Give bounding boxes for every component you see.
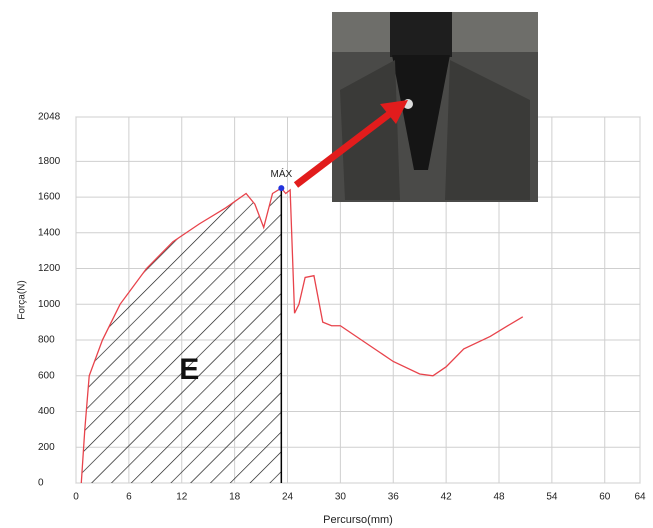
line xyxy=(80,187,524,484)
hatched-area xyxy=(81,188,282,483)
y-tick-label: 0 xyxy=(38,478,44,489)
photo-inset xyxy=(332,12,538,202)
x-tick-label: 42 xyxy=(441,492,453,503)
y-tick-label: 400 xyxy=(38,406,55,417)
y-tick-label: 800 xyxy=(38,335,55,346)
x-tick-label: 64 xyxy=(634,492,646,503)
x-tick-label: 54 xyxy=(546,492,558,503)
x-tick-label: 0 xyxy=(73,492,79,503)
arrow xyxy=(293,109,395,188)
y-tick-label: 2048 xyxy=(38,112,61,123)
x-tick-label: 24 xyxy=(282,492,294,503)
x-tick-label: 18 xyxy=(229,492,241,503)
y-tick-label: 600 xyxy=(38,370,55,381)
y-tick-label: 200 xyxy=(38,442,55,453)
max-point xyxy=(278,185,285,192)
max-label: MÁX xyxy=(270,167,292,180)
arrow-head xyxy=(380,100,408,124)
y-tick-label: 1800 xyxy=(38,156,61,167)
y-tick-label: 1600 xyxy=(38,192,61,203)
photo-specimen xyxy=(392,55,450,170)
photo-clamp xyxy=(390,12,452,57)
x-tick-label: 36 xyxy=(388,492,400,503)
y-tick-label: 1400 xyxy=(38,227,61,238)
x-axis-title: Percurso(mm) xyxy=(323,514,393,526)
x-tick-label: 48 xyxy=(493,492,505,503)
photo-support xyxy=(445,60,530,200)
y-tick-label: 1200 xyxy=(38,263,61,274)
x-tick-label: 12 xyxy=(176,492,188,503)
x-tick-label: 30 xyxy=(335,492,347,503)
area-label: E xyxy=(179,353,199,386)
y-tick-label: 1000 xyxy=(38,299,61,310)
x-tick-label: 60 xyxy=(599,492,611,503)
x-tick-label: 6 xyxy=(126,492,132,503)
y-axis-title: Força(N) xyxy=(17,280,28,319)
